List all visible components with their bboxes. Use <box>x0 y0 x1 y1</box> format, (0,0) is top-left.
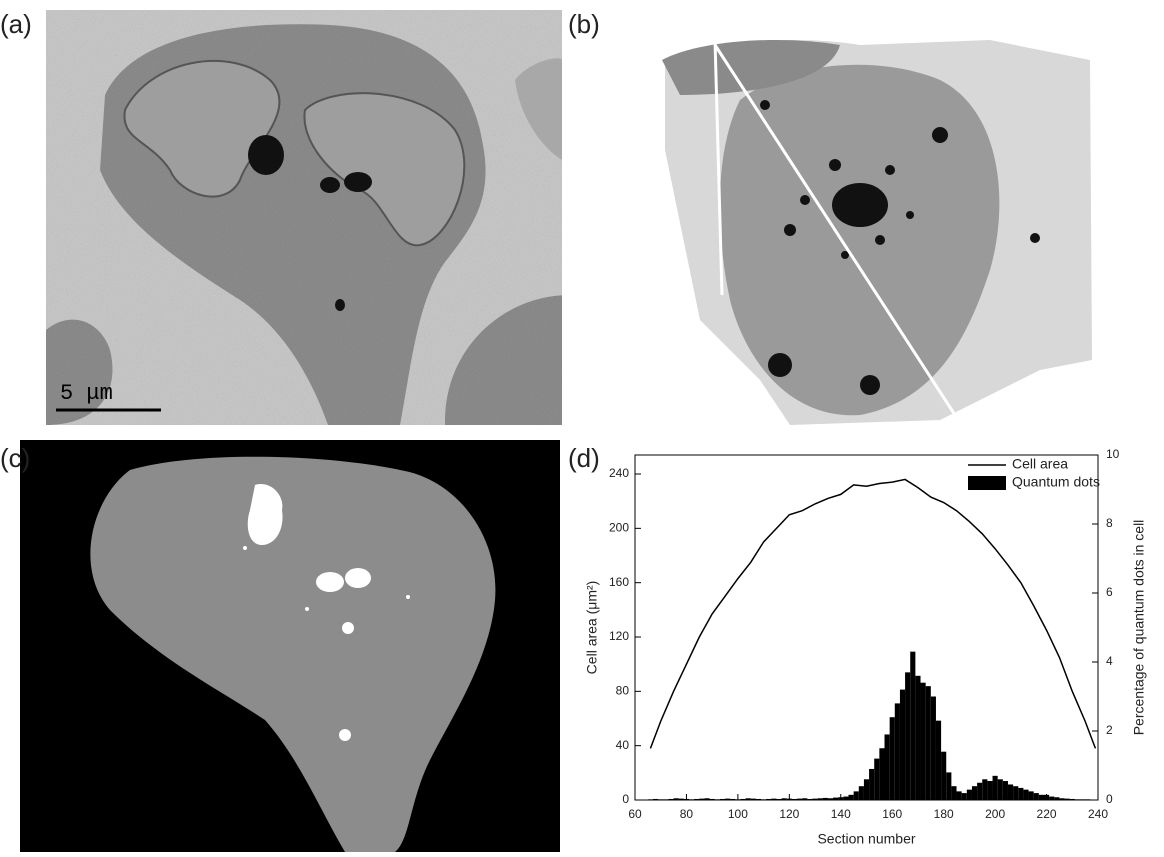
bar <box>982 779 987 800</box>
bar <box>843 797 848 800</box>
x-axis-label: Section number <box>817 831 915 847</box>
panel-label: (a) <box>0 9 32 39</box>
y-axis-label: Cell area (μm²) <box>584 581 600 675</box>
panel-c-image <box>20 440 560 852</box>
bar <box>890 717 895 800</box>
line <box>650 479 1095 748</box>
bar <box>885 734 890 800</box>
x-tick-label: 180 <box>934 807 954 821</box>
bar <box>854 791 859 800</box>
bar <box>1039 795 1044 800</box>
bar <box>951 786 956 800</box>
bar <box>921 683 926 800</box>
bar <box>926 686 931 800</box>
bar <box>1013 786 1018 800</box>
bar <box>957 791 962 800</box>
y2-tick-label: 4 <box>1106 654 1113 668</box>
bar <box>874 759 879 800</box>
bar <box>1003 781 1008 800</box>
y-tick-label: 240 <box>609 466 629 480</box>
bar <box>900 690 905 800</box>
bar <box>962 793 967 800</box>
bar <box>895 703 900 800</box>
bar <box>1008 784 1013 800</box>
y2-tick-label: 8 <box>1106 516 1113 530</box>
y-tick-label: 40 <box>616 738 630 752</box>
y-tick-label: 80 <box>616 684 630 698</box>
bar <box>879 748 884 800</box>
panel-label: (d) <box>568 443 600 473</box>
panel-label: (b) <box>568 9 600 39</box>
x-tick-label: 200 <box>985 807 1005 821</box>
bar <box>869 769 874 800</box>
y-tick-label: 0 <box>622 792 629 806</box>
bar <box>936 721 941 800</box>
bar <box>1029 791 1034 800</box>
x-tick-label: 140 <box>831 807 851 821</box>
y2-tick-label: 0 <box>1106 792 1113 806</box>
scale-bar-label: 5 μm <box>60 381 113 406</box>
bar <box>977 783 982 800</box>
legend-swatch <box>968 476 1006 490</box>
y-tick-label: 120 <box>609 629 629 643</box>
bar <box>987 781 992 800</box>
bar <box>1049 797 1054 800</box>
y2-tick-label: 2 <box>1106 723 1113 737</box>
bar <box>859 786 864 800</box>
bar <box>998 779 1003 800</box>
bar <box>1034 793 1039 800</box>
y2-tick-label: 10 <box>1106 447 1120 461</box>
x-tick-label: 80 <box>680 807 694 821</box>
bar <box>931 697 936 801</box>
y2-tick-label: 6 <box>1106 585 1113 599</box>
legend-label: Cell area <box>1012 456 1068 472</box>
x-tick-label: 60 <box>628 807 642 821</box>
bar <box>972 786 977 800</box>
bar <box>915 676 920 800</box>
bar <box>848 795 853 800</box>
y-tick-label: 200 <box>609 521 629 535</box>
panel-label: (c) <box>0 443 30 473</box>
x-tick-label: 100 <box>728 807 748 821</box>
x-tick-label: 220 <box>1037 807 1057 821</box>
bar <box>905 672 910 800</box>
bar <box>864 779 869 800</box>
bar <box>946 772 951 800</box>
x-tick-label: 120 <box>779 807 799 821</box>
bar <box>941 752 946 800</box>
bar <box>1023 790 1028 800</box>
x-tick-label: 160 <box>882 807 902 821</box>
bar <box>910 652 915 800</box>
bar <box>967 790 972 800</box>
panel-b-image <box>662 40 1092 425</box>
bar <box>1018 788 1023 800</box>
x-tick-label: 240 <box>1088 807 1108 821</box>
y2-axis-label: Percentage of quantum dots in cell <box>1131 520 1147 736</box>
legend-label: Quantum dots <box>1012 474 1100 490</box>
y-tick-label: 160 <box>609 575 629 589</box>
